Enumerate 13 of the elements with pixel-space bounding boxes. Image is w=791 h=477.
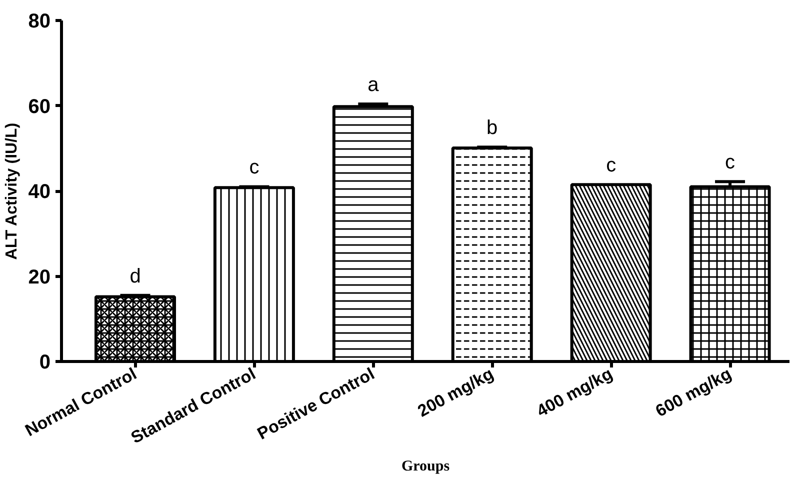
- y-tick-label: 60: [28, 96, 51, 118]
- y-axis-title: ALT Activity (IU/L): [3, 122, 20, 260]
- annotation: c: [249, 156, 260, 179]
- y-tick-label: 40: [28, 181, 51, 203]
- annotation: d: [130, 265, 141, 288]
- annotation: b: [486, 117, 498, 140]
- y-tick-label: 80: [28, 10, 51, 32]
- annotation: c: [606, 154, 616, 177]
- y-tick-label: 0: [39, 352, 50, 374]
- annotation: a: [368, 74, 380, 96]
- y-tick-label: 20: [28, 266, 51, 288]
- annotation: c: [725, 152, 736, 174]
- x-axis-title: Groups: [401, 458, 450, 475]
